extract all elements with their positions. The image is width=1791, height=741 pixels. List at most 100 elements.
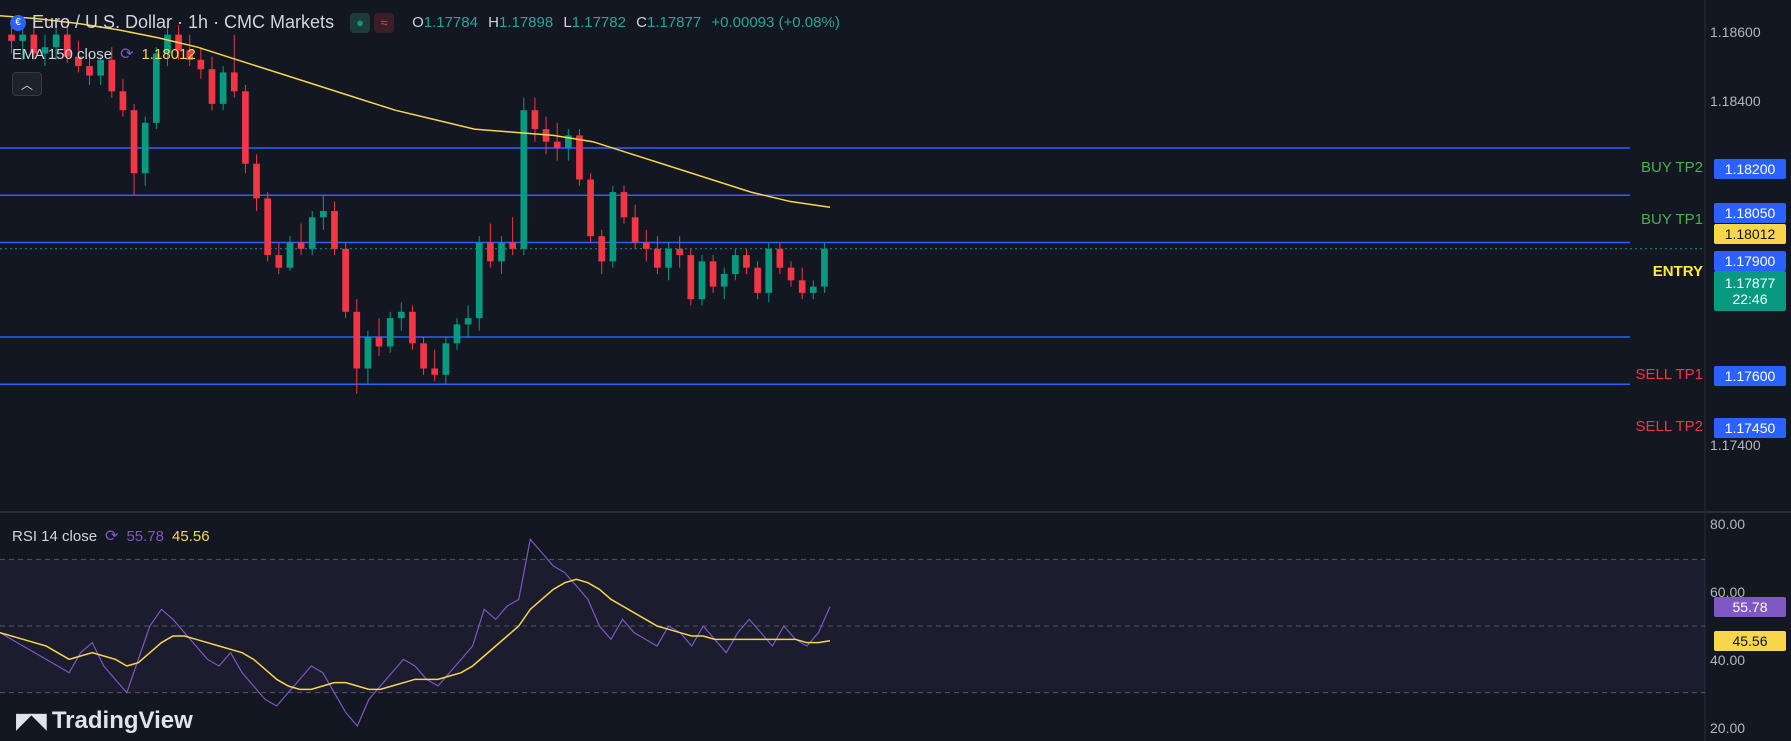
candle-body [320, 211, 327, 218]
candle-body [475, 242, 483, 319]
rsi-ma-path [0, 578, 831, 691]
candle-body [453, 324, 461, 344]
candle-body [63, 34, 71, 57]
cycle-icon[interactable]: ⟳ [120, 46, 134, 63]
candle-body [164, 34, 171, 54]
candle-body [598, 236, 606, 262]
price-tick: 1.18600 [1710, 24, 1761, 40]
candle-body [186, 50, 194, 60]
candle-body [19, 34, 27, 41]
candle-body [8, 34, 15, 41]
candle-body [219, 72, 227, 104]
ema-path [0, 14, 831, 208]
rsi-tag: 55.78 [1714, 597, 1786, 617]
candle-body [720, 274, 728, 287]
candle-body [498, 242, 505, 262]
candle-body [654, 248, 661, 268]
candle-body [576, 135, 583, 180]
candle-body [41, 47, 49, 54]
candle-body [119, 91, 127, 111]
header-legend: € Euro / U.S. Dollar · 1h · CMC Markets … [10, 12, 846, 33]
market-status[interactable]: ● ≈ [350, 12, 395, 33]
candle-body [787, 267, 795, 281]
candle-body [397, 311, 405, 319]
collapse-legend-button[interactable]: ︿ [12, 72, 42, 96]
level-tag-sell-tp2: 1.17450 [1714, 418, 1786, 438]
candle-body [531, 110, 539, 130]
candle-body [821, 248, 828, 287]
wave-icon: ≈ [374, 12, 395, 33]
candle-body [642, 242, 650, 249]
candle-body [676, 248, 684, 256]
candles [8, 22, 828, 394]
rsi-band [0, 558, 1705, 694]
ohlc-readout: O1.17784 H1.17898 L1.17782 C1.17877 +0.0… [412, 14, 846, 31]
candle-body [242, 91, 249, 164]
price-tick: 1.18400 [1710, 93, 1761, 109]
close-value: 1.17877 [646, 14, 702, 31]
brand-name: TradingView [51, 707, 193, 734]
ema-label: EMA 150 close [12, 45, 113, 63]
rsi-legend[interactable]: RSI 14 close ⟳ 55.78 45.56 [12, 526, 210, 546]
close-key: C [636, 14, 647, 31]
candle-body [631, 217, 639, 243]
candle-body [308, 217, 316, 249]
candle-body [141, 122, 149, 174]
rsi-tick: 40.00 [1710, 652, 1746, 668]
candle-body [108, 59, 116, 92]
symbol-icon: € [10, 14, 26, 31]
cycle-icon[interactable]: ⟳ [105, 528, 119, 545]
level-tag-sell-tp1: 1.17600 [1714, 366, 1786, 386]
level-label-sell-tp1: SELL TP1 [1635, 366, 1703, 383]
chart-title: Euro / U.S. Dollar · 1h · CMC Markets [32, 12, 335, 32]
candle-body [230, 72, 238, 92]
ema-price-tag: 1.18012 [1714, 224, 1786, 244]
candle-body [75, 56, 82, 67]
level-lines [0, 147, 1705, 385]
candle-body [442, 343, 450, 375]
candle-body [698, 261, 706, 300]
candle-body [587, 179, 594, 237]
candle-body [687, 255, 695, 300]
candle-body [709, 261, 717, 287]
rsi-ma-tag: 45.56 [1714, 631, 1786, 651]
candle-body [275, 255, 283, 268]
candle-body [431, 368, 439, 375]
candle-body [509, 242, 516, 249]
candle-body [765, 248, 773, 293]
chevron-up-icon: ︿ [20, 77, 33, 92]
tradingview-logo[interactable]: ◤◥ TradingView [16, 707, 193, 735]
candle-body [264, 198, 272, 256]
rsi-tick: 80.00 [1710, 516, 1746, 532]
ema-value: 1.18012 [141, 45, 196, 63]
candle-body [297, 242, 305, 249]
candle-body [609, 192, 617, 262]
high-key: H [488, 14, 499, 31]
rsi-band-fill [0, 559, 1705, 693]
ema-legend[interactable]: EMA 150 close ⟳ 1.18012 [12, 44, 196, 64]
candle-body [197, 59, 205, 70]
candle-body [487, 242, 494, 262]
candle-body [130, 110, 138, 174]
tradingview-icon: ◤◥ [16, 708, 47, 733]
rsi-label: RSI 14 close [12, 527, 98, 545]
candle-body [665, 248, 672, 268]
candle-body [743, 255, 750, 268]
candle-body [776, 248, 784, 268]
level-tag-entry: 1.17900 [1714, 251, 1786, 271]
level-label-buy-tp2: BUY TP2 [1641, 159, 1703, 176]
candle-body [86, 66, 93, 76]
rsi-value: 55.78 [126, 527, 164, 545]
rsi-path [0, 538, 831, 728]
candle-body [520, 110, 528, 249]
level-tag-buy-tp1: 1.18050 [1714, 203, 1786, 223]
change-value: +0.00093 (+0.08%) [711, 14, 840, 31]
ema-line [0, 14, 831, 208]
high-value: 1.17898 [498, 14, 554, 31]
candle-body [253, 163, 260, 199]
last-price-tag: 1.17877 22:46 [1714, 271, 1786, 311]
candle-body [342, 248, 349, 312]
candle-body [364, 337, 372, 369]
